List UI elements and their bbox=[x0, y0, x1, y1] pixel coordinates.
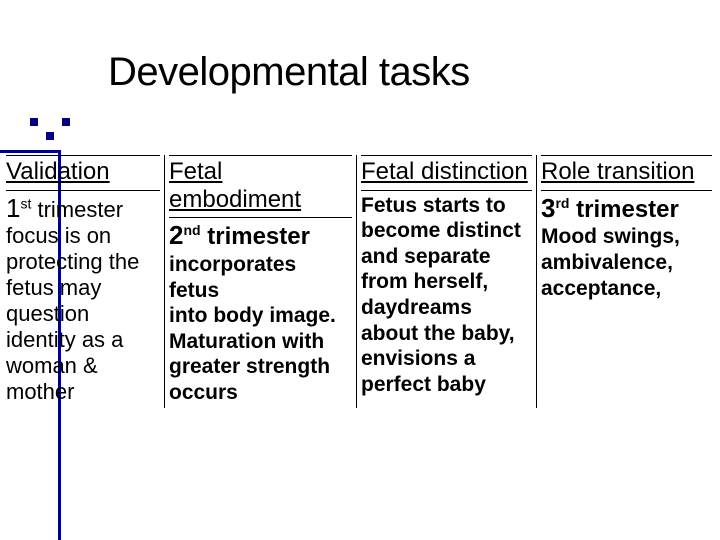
column-header: Fetal distinction bbox=[361, 156, 532, 190]
column-header-cell: Role transition bbox=[541, 155, 712, 191]
body-text: trimester focus is on protecting the fet… bbox=[6, 197, 139, 404]
column-header: Validation bbox=[6, 156, 160, 190]
content-table: Validation 1st trimester focus is on pro… bbox=[4, 155, 716, 408]
accent-square bbox=[46, 132, 54, 140]
ordinal-suffix: nd bbox=[183, 222, 200, 238]
trimester-number: 3 bbox=[541, 193, 555, 223]
body-text: incorporates fetus into body image. Matu… bbox=[169, 253, 336, 404]
body-text: Fetus starts to become distinct and sepa… bbox=[361, 194, 521, 396]
trimester-line: 2nd trimester bbox=[169, 223, 310, 250]
table-column: Fetal distinction Fetus starts to become… bbox=[356, 155, 536, 408]
column-body: Fetus starts to become distinct and sepa… bbox=[361, 191, 532, 400]
ordinal-suffix: st bbox=[20, 195, 31, 211]
trimester-word: trimester bbox=[569, 196, 678, 223]
trimester-line: 3rd trimester bbox=[541, 196, 679, 223]
slide-title: Developmental tasks bbox=[108, 50, 470, 95]
trimester-number: 1 bbox=[6, 193, 20, 223]
accent-square bbox=[30, 118, 38, 126]
slide: Developmental tasks Validation 1st trime… bbox=[0, 0, 720, 540]
column-header-cell: Fetal distinction bbox=[361, 155, 532, 191]
body-text: Mood swings, ambivalence, acceptance, bbox=[541, 225, 680, 299]
column-body: 3rd trimester Mood swings, ambivalence, … bbox=[541, 191, 712, 304]
trimester-number: 2 bbox=[169, 220, 183, 250]
table-column: Role transition 3rd trimester Mood swing… bbox=[536, 155, 716, 408]
column-header: Role transition bbox=[541, 156, 712, 190]
table-column: Fetal embodiment 2nd trimester incorpora… bbox=[164, 155, 356, 408]
column-body: 2nd trimester incorporates fetus into bo… bbox=[169, 218, 352, 407]
column-header: Fetal embodiment bbox=[169, 156, 352, 217]
column-body: 1st trimester focus is on protecting the… bbox=[6, 191, 160, 407]
ordinal-suffix: rd bbox=[555, 195, 569, 211]
accent-line-horizontal bbox=[0, 150, 58, 153]
accent-square bbox=[62, 118, 70, 126]
trimester-word: trimester bbox=[201, 223, 310, 250]
column-header-cell: Validation bbox=[6, 155, 160, 191]
table-column: Validation 1st trimester focus is on pro… bbox=[4, 155, 164, 408]
column-header-cell: Fetal embodiment bbox=[169, 155, 352, 218]
